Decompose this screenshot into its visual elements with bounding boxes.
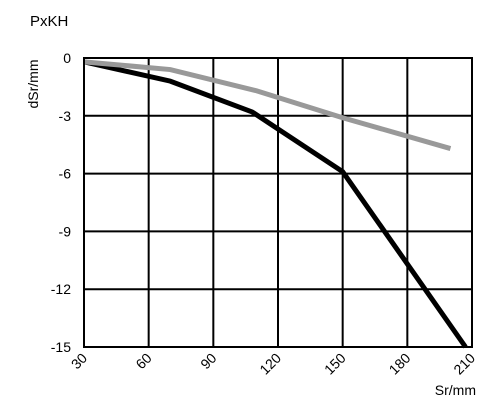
x-tick-label-4: 150 — [321, 350, 349, 378]
plot-border — [83, 57, 473, 348]
series-group — [83, 59, 468, 349]
series-line-0 — [83, 59, 468, 349]
series-line-1 — [83, 59, 452, 151]
x-axis-label: Sr/mm — [435, 382, 476, 398]
grid — [83, 57, 473, 348]
x-tick-label-1: 60 — [132, 350, 154, 372]
y-tick-label-1: -3 — [59, 108, 72, 124]
x-tick-label-0: 30 — [68, 350, 90, 372]
y-axis-label: dSr/mm — [25, 60, 41, 109]
x-tick-labels: 30 60 90 120 150 180 210 — [68, 350, 478, 378]
x-tick-label-3: 120 — [256, 350, 284, 378]
chart-title: PxKH — [30, 13, 68, 30]
y-tick-label-5: -15 — [51, 339, 71, 355]
y-tick-label-4: -12 — [51, 281, 71, 297]
x-tick-label-2: 90 — [197, 350, 219, 372]
x-tick-label-6: 210 — [450, 350, 478, 378]
x-tick-label-5: 180 — [386, 350, 414, 378]
plot-frame — [83, 57, 473, 348]
y-tick-labels: 0 -3 -6 -9 -12 -15 — [51, 50, 71, 355]
y-tick-label-3: -9 — [59, 223, 72, 239]
y-tick-label-2: -6 — [59, 166, 72, 182]
y-tick-label-0: 0 — [63, 50, 71, 66]
